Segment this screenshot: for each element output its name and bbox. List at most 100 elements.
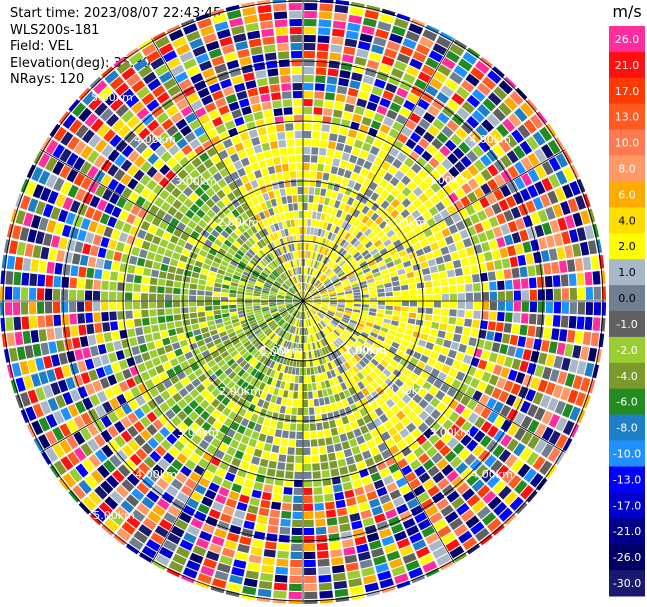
velocity-bin (360, 313, 368, 318)
velocity-bin (355, 192, 364, 202)
velocity-bin (433, 301, 441, 308)
velocity-bin (310, 287, 316, 294)
velocity-bin (310, 288, 317, 294)
velocity-bin (370, 235, 379, 244)
velocity-bin (321, 302, 329, 304)
velocity-bin (317, 204, 323, 212)
velocity-bin (324, 197, 330, 206)
velocity-bin (545, 288, 553, 300)
velocity-bin (329, 173, 337, 183)
colorbar-tick-label: 2.0 (618, 240, 636, 253)
velocity-bin (337, 294, 345, 298)
velocity-bin (353, 295, 361, 299)
velocity-bin (564, 343, 574, 357)
velocity-bin (368, 260, 376, 267)
velocity-bin (414, 125, 426, 137)
velocity-bin (553, 302, 561, 314)
velocity-bin (376, 131, 387, 142)
velocity-bin (345, 303, 353, 306)
velocity-bin (545, 354, 556, 367)
velocity-bin (305, 297, 313, 301)
velocity-bin (321, 295, 329, 298)
velocity-bin (373, 112, 385, 123)
velocity-bin (344, 103, 355, 113)
velocity-bin (593, 302, 601, 316)
velocity-bin (312, 131, 321, 139)
velocity-bin (409, 236, 419, 245)
velocity-bin (534, 148, 547, 163)
velocity-bin (470, 67, 485, 81)
velocity-bin (440, 316, 449, 324)
velocity-bin (577, 302, 585, 315)
velocity-bin (584, 271, 593, 286)
velocity-bin (305, 283, 308, 291)
velocity-bin (577, 287, 585, 300)
velocity-bin (584, 316, 593, 331)
velocity-bin (439, 323, 448, 331)
velocity-bin (572, 243, 582, 257)
velocity-bin (322, 277, 329, 283)
colorbar-unit: m/s (612, 2, 641, 21)
velocity-bin (336, 288, 344, 292)
velocity-bin (486, 149, 499, 163)
velocity-bin (403, 100, 416, 111)
velocity-bin (359, 150, 369, 160)
velocity-bin (308, 195, 314, 203)
velocity-bin (499, 344, 509, 355)
velocity-bin (324, 230, 330, 239)
velocity-bin (393, 306, 401, 311)
velocity-bin (339, 260, 346, 267)
velocity-bin (341, 194, 349, 204)
velocity-bin (356, 48, 369, 59)
velocity-bin (551, 261, 560, 274)
colorbar-tick-label: 1.0 (618, 266, 636, 279)
velocity-bin (376, 243, 385, 252)
velocity-bin (513, 145, 526, 160)
velocity-bin (309, 171, 317, 179)
velocity-bin (312, 278, 318, 285)
velocity-bin (352, 113, 363, 123)
velocity-bin (454, 325, 463, 334)
velocity-bin (315, 280, 321, 287)
velocity-bin (380, 234, 389, 243)
velocity-bin (352, 289, 361, 293)
velocity-bin (346, 162, 355, 171)
velocity-bin (545, 206, 556, 220)
velocity-bin (525, 200, 536, 213)
velocity-bin (367, 282, 376, 287)
velocity-bin (481, 301, 489, 310)
velocity-bin (365, 274, 374, 280)
velocity-bin (345, 269, 354, 276)
velocity-bin (313, 298, 321, 300)
colorbar-tick-label: 13.0 (615, 111, 640, 124)
velocity-bin (349, 80, 361, 90)
velocity-bin (396, 203, 406, 213)
velocity-bin (479, 56, 493, 68)
velocity-bin (370, 192, 379, 202)
velocity-bin (361, 237, 370, 246)
velocity-bin (303, 291, 306, 299)
velocity-bin (332, 28, 345, 38)
velocity-bin (465, 283, 473, 292)
velocity-bin (428, 50, 443, 63)
velocity-bin (396, 229, 406, 238)
velocity-bin (429, 78, 443, 90)
velocity-bin (343, 283, 351, 288)
velocity-bin (465, 73, 480, 87)
velocity-bin (381, 161, 391, 171)
velocity-bin (313, 303, 321, 307)
velocity-bin (326, 249, 332, 257)
velocity-bin (319, 288, 327, 293)
velocity-bin (305, 283, 309, 291)
velocity-bin (303, 131, 312, 139)
velocity-bin (345, 307, 353, 312)
velocity-bin (477, 210, 488, 221)
velocity-bin (345, 296, 353, 299)
velocity-bin (568, 316, 577, 329)
velocity-bin (468, 337, 477, 347)
velocity-bin (369, 293, 377, 298)
velocity-bin (366, 318, 375, 324)
velocity-bin (309, 187, 315, 195)
velocity-bin (466, 95, 481, 108)
velocity-bin (344, 267, 352, 274)
